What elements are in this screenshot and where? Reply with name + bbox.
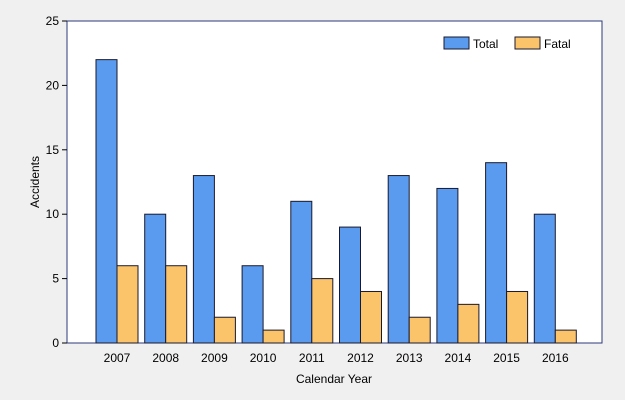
bar-fatal-2015 <box>506 290 529 344</box>
x-tick-label: 2013 <box>396 351 423 365</box>
y-axis-title: Accidents <box>28 156 42 208</box>
bar-total-2010 <box>241 265 264 344</box>
x-tick-label: 2016 <box>542 351 569 365</box>
x-tick-label: 2007 <box>104 351 131 365</box>
bar-fatal-2009 <box>213 316 236 344</box>
bar-fatal-2013 <box>408 316 431 344</box>
y-axis: 0 5 10 15 20 25 <box>46 14 67 350</box>
bar-total-2012 <box>339 226 361 344</box>
y-tick-label: 5 <box>52 272 59 286</box>
bar-total-2009 <box>192 175 215 344</box>
y-tick-label: 20 <box>46 78 60 92</box>
x-axis: 2007 2008 2009 2010 2011 2012 2013 2014 2015 2016 <box>104 351 569 365</box>
bar-total-2011 <box>290 200 313 344</box>
x-tick-label: 2012 <box>347 351 374 365</box>
x-tick-label: 2011 <box>299 351 325 365</box>
x-tick-label: 2010 <box>250 351 277 365</box>
legend-label-total: Total <box>473 37 498 51</box>
bar-fatal-2011 <box>311 278 334 344</box>
bar-fatal-2008 <box>165 265 188 344</box>
y-tick-label: 15 <box>46 143 60 157</box>
x-tick-label: 2015 <box>493 351 520 365</box>
bar-total-2016 <box>533 213 556 344</box>
legend-label-fatal: Fatal <box>544 37 571 51</box>
x-tick-label: 2009 <box>201 351 228 365</box>
legend: Total Fatal <box>443 36 571 51</box>
bar-total-2014 <box>436 187 459 344</box>
bar-total-2015 <box>485 162 508 344</box>
legend-swatch-total <box>443 36 470 50</box>
y-tick-label: 0 <box>52 336 59 350</box>
y-tick-label: 10 <box>46 207 60 221</box>
x-tick-label: 2008 <box>152 351 179 365</box>
y-tick-label: 25 <box>46 14 60 28</box>
bar-total-2007 <box>95 59 118 344</box>
bar-fatal-2014 <box>457 303 480 344</box>
legend-swatch-fatal <box>514 36 541 50</box>
x-tick-label: 2014 <box>445 351 472 365</box>
bar-fatal-2010 <box>262 329 285 344</box>
bar-fatal-2012 <box>360 290 382 344</box>
x-axis-title: Calendar Year <box>296 372 372 386</box>
bar-total-2013 <box>387 175 410 344</box>
bar-series-group <box>95 59 577 344</box>
bar-fatal-2016 <box>554 329 577 344</box>
bar-fatal-2007 <box>116 265 139 344</box>
bar-total-2008 <box>144 213 167 344</box>
